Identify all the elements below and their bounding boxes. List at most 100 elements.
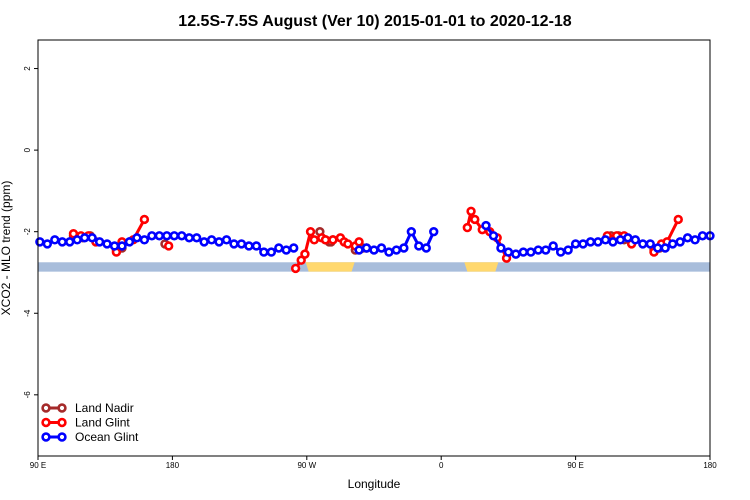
- land-segment: [464, 262, 499, 272]
- ocean-glint-point: [65, 237, 75, 247]
- land-glint-point: [163, 241, 174, 251]
- ocean-glint-point: [391, 245, 402, 255]
- land-glint-point: [139, 214, 150, 225]
- ocean-glint-point: [87, 233, 97, 243]
- x-tick-label: 180: [166, 461, 180, 470]
- ocean-glint-point: [199, 237, 209, 247]
- legend-label-ocean-glint: Ocean Glint: [75, 430, 139, 444]
- ocean-glint-point: [406, 226, 417, 237]
- ocean-glint-point: [42, 239, 53, 249]
- ocean-glint-point: [578, 239, 588, 249]
- y-tick-label: 2: [23, 66, 32, 71]
- ocean-glint-point: [124, 237, 135, 247]
- ocean-glint-point: [132, 233, 142, 243]
- x-tick-label: 90 E: [30, 461, 46, 470]
- ocean-glint-point: [585, 237, 596, 247]
- ocean-glint-point: [251, 241, 262, 251]
- legend-label-land-nadir: Land Nadir: [75, 401, 134, 415]
- ocean-glint-point: [154, 231, 165, 241]
- ocean-glint-point: [608, 237, 618, 247]
- ocean-glint-point: [548, 241, 558, 251]
- ocean-glint-point: [630, 235, 641, 245]
- ocean-glint-point: [496, 243, 506, 253]
- series-layer: [35, 206, 715, 274]
- ocean-glint-point: [541, 245, 551, 255]
- legend-marker-land-nadir: [57, 403, 67, 413]
- ocean-glint-point: [623, 233, 633, 243]
- y-axis-label: XCO2 - MLO trend (ppm): [0, 181, 13, 316]
- ocean-glint-point: [555, 247, 566, 257]
- chart-title: 12.5S-7.5S August (Ver 10) 2015-01-01 to…: [178, 13, 571, 30]
- ocean-glint-point: [503, 247, 514, 257]
- land-glint-point: [290, 263, 301, 274]
- ocean-glint-point: [600, 235, 611, 245]
- x-axis-label: Longitude: [348, 477, 401, 491]
- legend-marker-ocean-glint: [57, 432, 67, 442]
- ocean-glint-point: [79, 233, 90, 243]
- ocean-glint-point: [177, 231, 187, 241]
- ocean-glint-point: [645, 239, 655, 249]
- ocean-glint-point: [236, 239, 247, 249]
- ocean-glint-point: [57, 237, 67, 247]
- land-glint-point: [305, 226, 316, 237]
- land-glint-point: [328, 235, 338, 245]
- plot-frame: [37, 39, 711, 457]
- ocean-glint-point: [511, 249, 521, 259]
- ocean-glint-point: [384, 247, 394, 257]
- ocean-glint-point: [169, 231, 179, 241]
- x-axis: 90 E 180 90 W 0 90 E 180: [30, 456, 717, 470]
- ocean-glint-point: [563, 245, 573, 255]
- ocean-glint-point: [481, 220, 491, 231]
- ocean-glint-point: [221, 235, 232, 245]
- ocean-glint-point: [570, 239, 581, 249]
- legend-label-land-glint: Land Glint: [75, 416, 130, 430]
- ocean-glint-point: [682, 233, 693, 243]
- ocean-glint-point: [184, 233, 194, 243]
- legend-marker-ocean-glint: [41, 432, 51, 442]
- ocean-glint-point: [369, 245, 379, 255]
- ocean-glint-point: [421, 243, 431, 253]
- ocean-glint-point: [414, 241, 424, 251]
- y-axis: 2 0 -2 -4 -6: [23, 66, 38, 399]
- ocean-glint-point: [615, 235, 626, 245]
- y-tick-label: -2: [23, 228, 32, 236]
- ocean-glint-point: [214, 237, 224, 247]
- y-tick-label: -6: [23, 391, 32, 399]
- land-glint-point: [300, 249, 310, 259]
- ocean-glint-point: [488, 231, 499, 241]
- land-segment: [305, 262, 355, 272]
- x-tick-label: 90 W: [297, 461, 316, 470]
- ocean-glint-point: [518, 247, 529, 257]
- ocean-glint-point: [690, 235, 700, 245]
- land-ocean-band: [38, 262, 710, 272]
- ocean-glint-point: [206, 235, 217, 245]
- land-glint-point: [320, 235, 331, 245]
- y-tick-label: -4: [23, 309, 32, 317]
- ocean-glint-point: [147, 231, 157, 241]
- ocean-glint-point: [653, 243, 663, 253]
- ocean-glint-point: [35, 237, 45, 247]
- land-glint-point: [354, 237, 364, 247]
- ocean-glint-point: [109, 241, 120, 251]
- ocean-glint-point: [638, 239, 648, 249]
- ocean-glint-point: [675, 237, 685, 247]
- ocean-glint-point: [244, 241, 254, 251]
- ocean-glint-point: [289, 243, 299, 253]
- ocean-glint-point: [266, 247, 277, 257]
- ocean-glint-point: [526, 247, 536, 257]
- land-glint-point: [462, 222, 473, 233]
- land-glint-point: [470, 214, 480, 225]
- land-glint-point: [309, 235, 319, 245]
- legend-marker-land-glint: [41, 417, 51, 428]
- ocean-glint-point: [139, 235, 150, 245]
- ocean-glint-point: [593, 237, 603, 247]
- land-glint-point: [343, 239, 353, 249]
- legend-marker-land-nadir: [41, 403, 51, 413]
- ocean-glint-point: [162, 231, 172, 241]
- ocean-glint-point: [259, 247, 269, 257]
- ocean-glint-point: [697, 231, 708, 241]
- ocean-glint-point: [667, 239, 678, 249]
- ocean-glint-point: [354, 245, 364, 255]
